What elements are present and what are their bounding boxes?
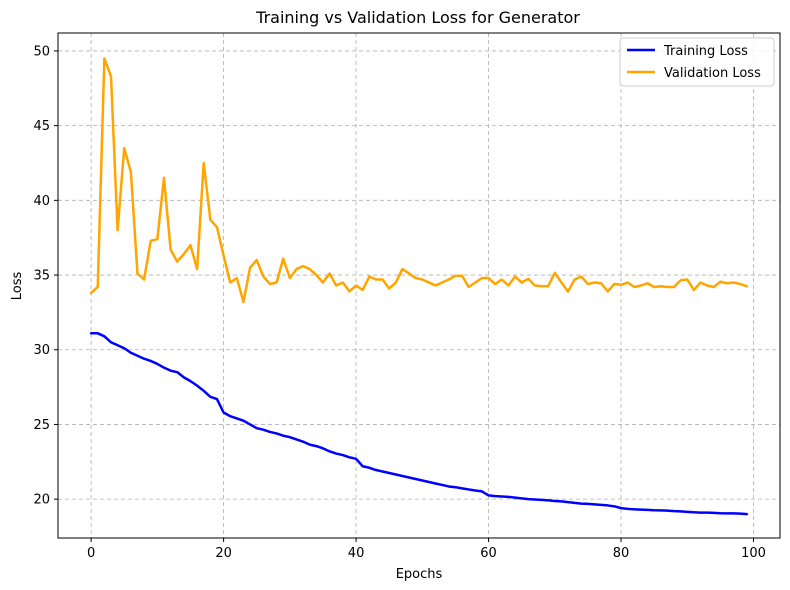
series-lines: [89, 57, 749, 516]
chart-title: Training vs Validation Loss for Generato…: [255, 8, 580, 27]
y-axis-label: Loss: [10, 272, 25, 301]
legend: Training Loss Validation Loss: [619, 37, 775, 87]
x-tick-label: 80: [613, 546, 630, 561]
y-tick-label: 40: [33, 194, 50, 209]
x-tick-label: 40: [348, 546, 365, 561]
legend-box: [619, 37, 775, 87]
plot-frame: [57, 32, 781, 539]
series-line-validation-loss: [89, 57, 749, 304]
series-line-training-loss: [89, 332, 749, 516]
x-tick-label: 0: [87, 546, 95, 561]
grid: [58, 33, 780, 538]
y-tick-label: 50: [33, 44, 50, 59]
y-tick-label: 45: [33, 119, 50, 134]
legend-label-training-loss: Training Loss: [663, 44, 748, 59]
x-tick-label: 20: [215, 546, 232, 561]
x-axis-label: Epochs: [396, 567, 443, 582]
legend-label-validation-loss: Validation Loss: [664, 66, 761, 81]
x-tick-label: 100: [741, 546, 766, 561]
y-tick-label: 30: [33, 343, 50, 358]
y-tick-label: 35: [33, 269, 50, 284]
y-tick-label: 20: [33, 493, 50, 508]
y-tick-label: 25: [33, 418, 50, 433]
axis-ticks: 0 20 40 60 80 100 20 25 30 35 40 45 50: [33, 44, 765, 561]
x-tick-label: 60: [480, 546, 497, 561]
